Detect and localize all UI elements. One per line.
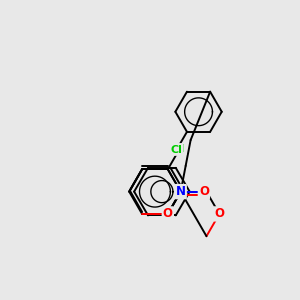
Text: N: N <box>176 185 186 198</box>
Text: Cl: Cl <box>173 144 185 154</box>
Text: O: O <box>199 185 209 198</box>
Text: O: O <box>163 207 173 220</box>
Text: O: O <box>214 207 224 220</box>
Text: Cl: Cl <box>171 145 183 155</box>
